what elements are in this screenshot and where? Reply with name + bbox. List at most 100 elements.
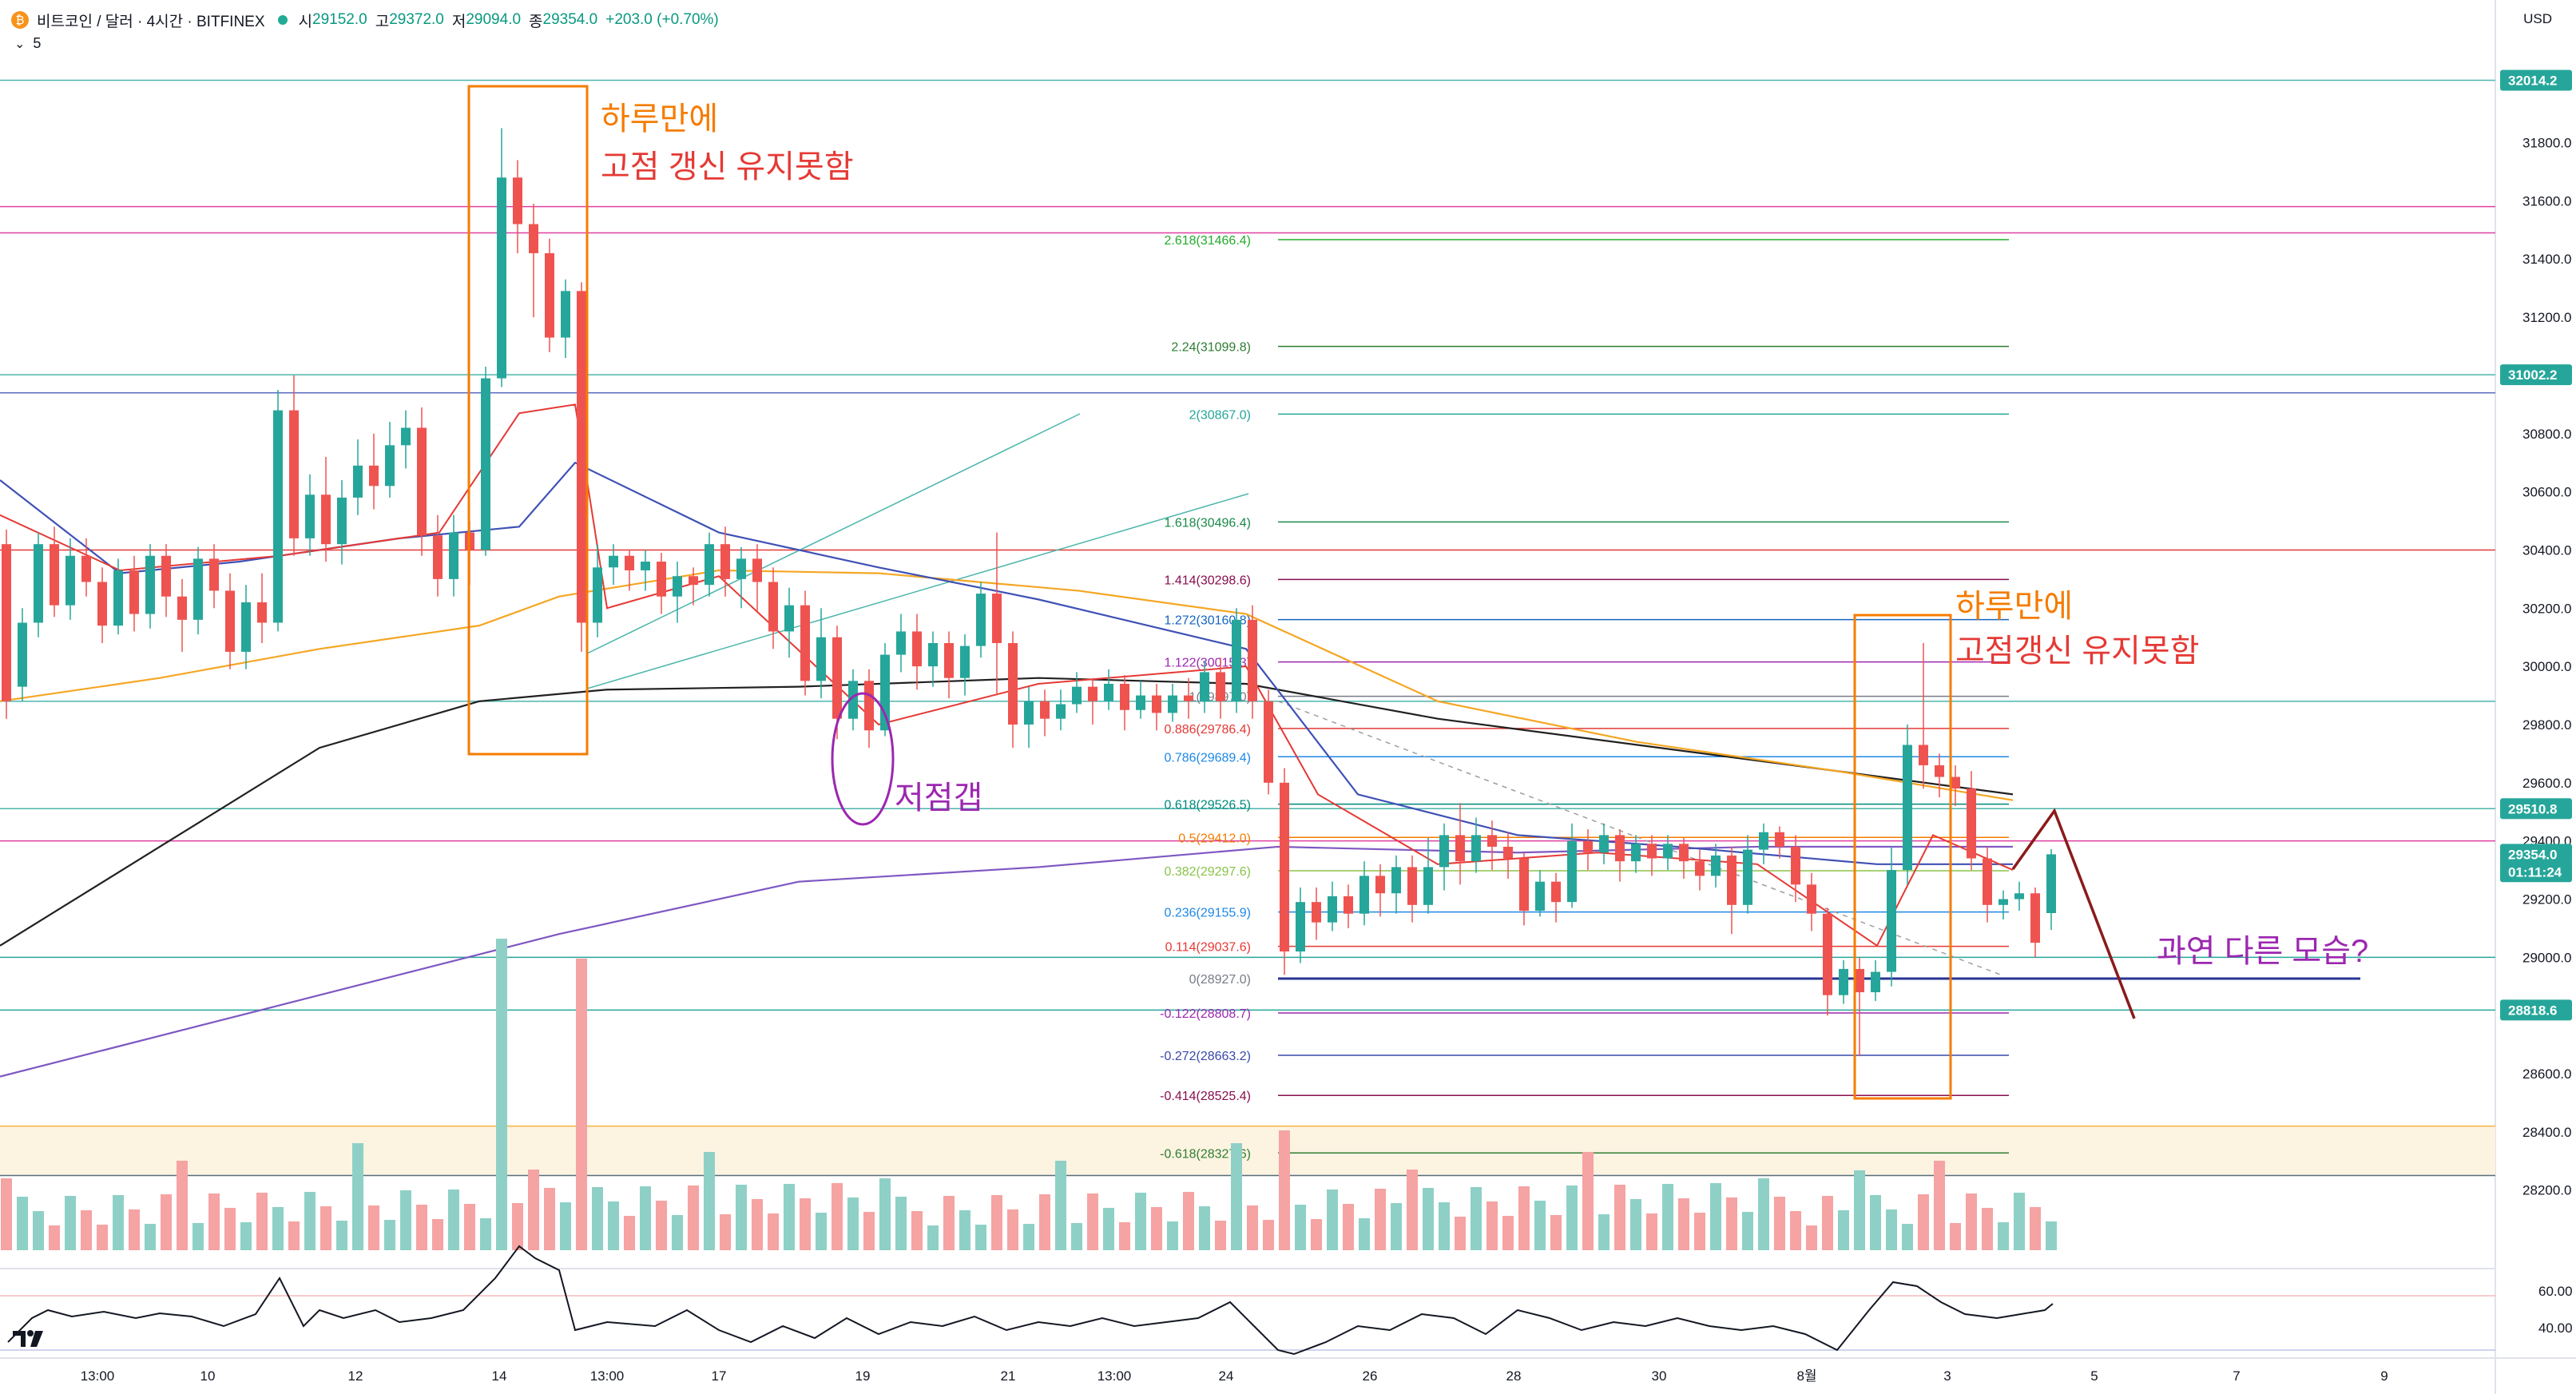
- candle[interactable]: [944, 631, 954, 699]
- candle[interactable]: [1807, 872, 1816, 931]
- candle[interactable]: [257, 573, 267, 643]
- candle[interactable]: [896, 614, 906, 673]
- candle[interactable]: [673, 562, 682, 623]
- candle[interactable]: [1423, 838, 1433, 914]
- candle[interactable]: [1471, 817, 1481, 873]
- candle[interactable]: [1072, 672, 1082, 713]
- candle[interactable]: [305, 474, 315, 556]
- candle[interactable]: [34, 532, 43, 637]
- candle[interactable]: [609, 544, 618, 586]
- candle[interactable]: [1088, 677, 1097, 725]
- candle[interactable]: [1839, 959, 1848, 1004]
- candle[interactable]: [1951, 765, 1960, 806]
- candle[interactable]: [1312, 887, 1321, 940]
- candle[interactable]: [50, 526, 59, 618]
- indicator-toggle[interactable]: ⌄ 5: [14, 35, 41, 52]
- candle[interactable]: [800, 590, 810, 696]
- highlight-box-left[interactable]: [467, 85, 589, 756]
- candle[interactable]: [1136, 681, 1145, 719]
- candle[interactable]: [1935, 753, 1944, 798]
- candle[interactable]: [369, 433, 379, 510]
- candle[interactable]: [161, 544, 171, 618]
- candle[interactable]: [1551, 872, 1561, 923]
- candle[interactable]: [225, 573, 235, 669]
- candle[interactable]: [545, 238, 554, 352]
- candle[interactable]: [1711, 844, 1721, 888]
- candle[interactable]: [1328, 881, 1337, 931]
- candle[interactable]: [593, 544, 602, 637]
- candle[interactable]: [561, 279, 570, 359]
- candle[interactable]: [1535, 870, 1545, 917]
- candle[interactable]: [1919, 643, 1928, 789]
- candle[interactable]: [1024, 686, 1034, 749]
- candle[interactable]: [65, 538, 75, 620]
- candle[interactable]: [1998, 890, 2008, 920]
- candle[interactable]: [1104, 669, 1113, 710]
- candle[interactable]: [2, 529, 11, 719]
- candle[interactable]: [401, 410, 411, 469]
- candle[interactable]: [641, 550, 650, 591]
- candle[interactable]: [18, 608, 27, 701]
- candle[interactable]: [689, 567, 698, 606]
- candle[interactable]: [1120, 675, 1129, 731]
- candle[interactable]: [577, 282, 586, 652]
- candle[interactable]: [976, 582, 986, 658]
- candle[interactable]: [1695, 849, 1705, 891]
- candle[interactable]: [625, 550, 634, 591]
- candle[interactable]: [129, 555, 139, 632]
- highlight-box-right[interactable]: [1853, 614, 1952, 1100]
- candle[interactable]: [720, 526, 730, 597]
- candle[interactable]: [1168, 683, 1177, 722]
- candle[interactable]: [1967, 771, 1976, 871]
- candle[interactable]: [2014, 881, 2024, 911]
- candle[interactable]: [1216, 657, 1225, 719]
- candle[interactable]: [1583, 829, 1593, 871]
- candle[interactable]: [1296, 887, 1305, 963]
- candle[interactable]: [960, 634, 970, 696]
- candle[interactable]: [1344, 884, 1353, 928]
- candle[interactable]: [1359, 861, 1369, 926]
- candle[interactable]: [1871, 959, 1880, 1001]
- trend-line-lower[interactable]: [586, 493, 1249, 689]
- candle[interactable]: [337, 480, 347, 565]
- candle[interactable]: [912, 614, 922, 690]
- candle[interactable]: [784, 587, 794, 658]
- candle[interactable]: [1775, 826, 1784, 859]
- candle[interactable]: [1759, 823, 1768, 864]
- currency-label[interactable]: USD: [2523, 11, 2552, 26]
- candle[interactable]: [705, 532, 714, 597]
- candle[interactable]: [81, 538, 91, 597]
- candle[interactable]: [1152, 683, 1161, 731]
- candle[interactable]: [752, 544, 762, 611]
- candle[interactable]: [992, 532, 1002, 696]
- candle[interactable]: [1232, 608, 1241, 713]
- candle[interactable]: [513, 160, 522, 253]
- candle[interactable]: [1200, 660, 1209, 713]
- gap-ellipse[interactable]: [831, 692, 895, 826]
- candle[interactable]: [1727, 846, 1737, 935]
- candle[interactable]: [481, 366, 490, 556]
- candle[interactable]: [1375, 864, 1385, 917]
- candle[interactable]: [449, 514, 458, 597]
- candle[interactable]: [1519, 852, 1529, 926]
- symbol-title[interactable]: 비트코인 / 달러 · 4시간 · BITFINEX: [37, 13, 265, 30]
- candle[interactable]: [1040, 689, 1050, 737]
- candle[interactable]: [1391, 855, 1401, 914]
- candle[interactable]: [816, 608, 826, 699]
- candle[interactable]: [1503, 832, 1513, 880]
- candle[interactable]: [1567, 823, 1577, 908]
- candle[interactable]: [193, 546, 203, 635]
- candle[interactable]: [321, 456, 331, 562]
- candle[interactable]: [1855, 957, 1864, 1057]
- candle[interactable]: [1631, 835, 1641, 873]
- candle[interactable]: [177, 578, 187, 652]
- candle[interactable]: [1407, 855, 1417, 923]
- candle[interactable]: [768, 567, 778, 649]
- candle[interactable]: [1791, 835, 1800, 903]
- projection-path[interactable]: [2011, 808, 2136, 1019]
- candle[interactable]: [1487, 820, 1497, 871]
- candle[interactable]: [529, 204, 538, 318]
- candle[interactable]: [1184, 677, 1193, 719]
- candle[interactable]: [657, 553, 666, 614]
